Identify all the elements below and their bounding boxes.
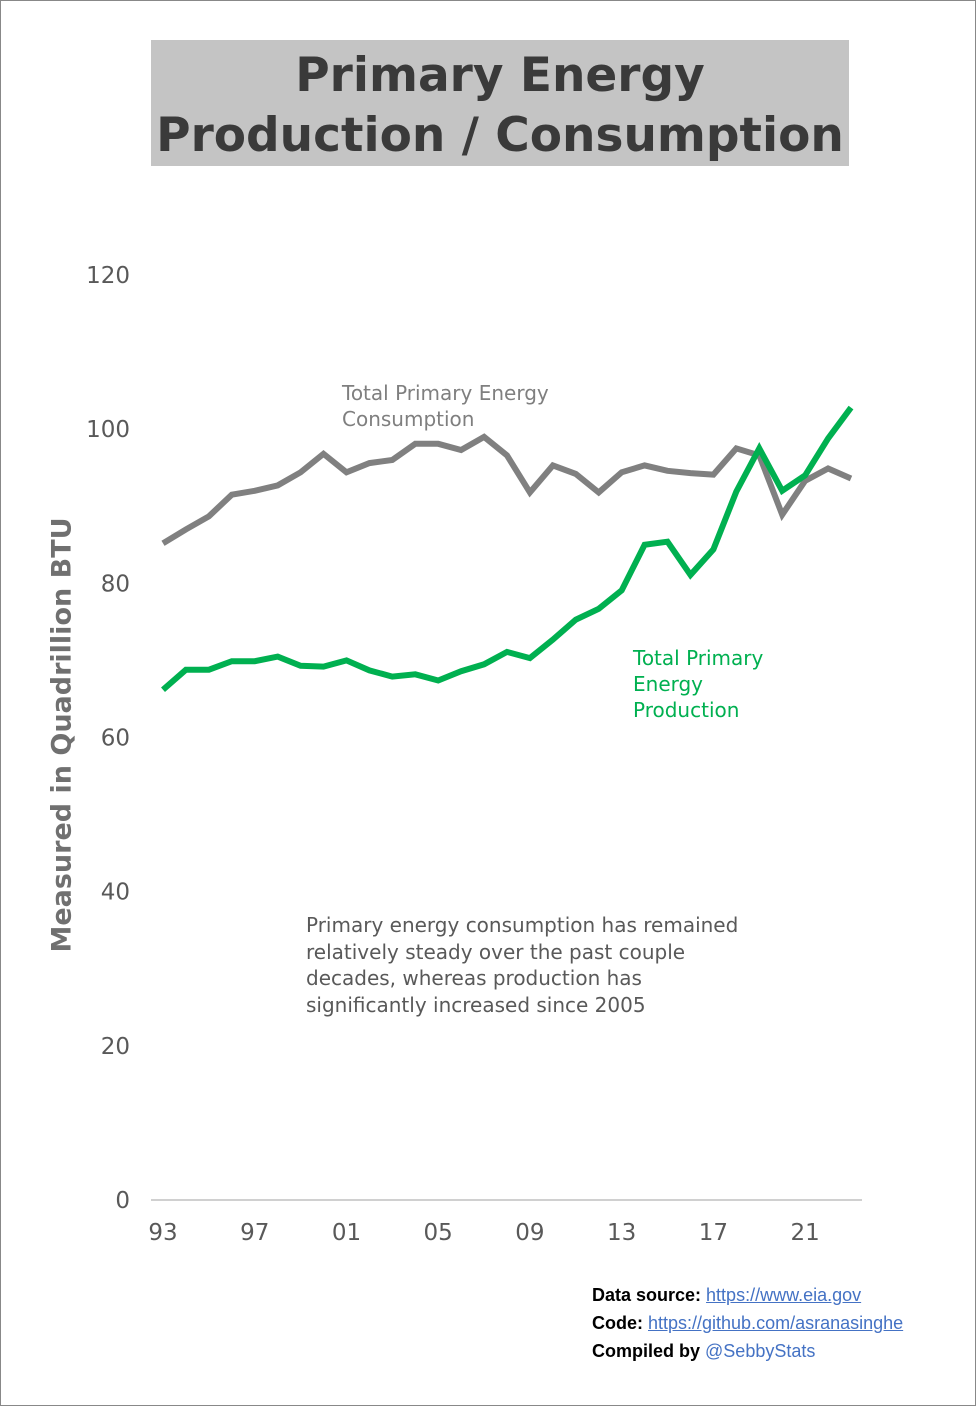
y-tick-label: 120 — [86, 263, 130, 289]
footer-compiled-row: Compiled by @SebbyStats — [592, 1337, 903, 1365]
footer: Data source: https://www.eia.gov Code: h… — [592, 1281, 903, 1365]
y-tick-label: 60 — [101, 726, 130, 752]
x-tick-label: 13 — [607, 1220, 636, 1246]
compiled-label: Compiled by — [592, 1341, 701, 1361]
x-tick-label: 05 — [424, 1220, 453, 1246]
y-tick-label: 40 — [101, 880, 130, 906]
production-series-label: Total Primary — [632, 646, 764, 670]
consumption-line — [161, 433, 853, 546]
compiled-handle[interactable]: @SebbyStats — [705, 1341, 816, 1361]
code-label: Code — [592, 1313, 637, 1333]
x-tick-label: 21 — [790, 1220, 819, 1246]
consumption-series-label: Consumption — [342, 407, 474, 431]
y-tick-label: 20 — [101, 1034, 130, 1060]
x-tick-label: 93 — [148, 1220, 177, 1246]
source-label: Data source — [592, 1285, 696, 1305]
consumption-series-label: Total Primary Energy — [341, 381, 549, 405]
title-box: Primary Energy Production / Consumption — [151, 40, 849, 166]
annotation-note: Primary energy consumption has remained … — [306, 913, 739, 1017]
footer-code-row: Code: https://github.com/asranasinghe — [592, 1313, 904, 1333]
source-link[interactable]: https://www.eia.gov — [706, 1285, 862, 1305]
chart-title: Primary Energy Production / Consumption — [156, 48, 844, 163]
x-tick-label: 97 — [240, 1220, 269, 1246]
y-tick-label: 100 — [86, 417, 130, 443]
production-line — [161, 405, 854, 692]
y-tick-label: 0 — [115, 1188, 130, 1214]
footer-source-row: Data source: https://www.eia.gov — [592, 1285, 862, 1305]
x-tick-label: 09 — [515, 1220, 544, 1246]
code-link[interactable]: https://github.com/asranasinghe — [648, 1313, 904, 1333]
production-series-label: Production — [633, 698, 739, 722]
production-series-label: Energy — [633, 672, 703, 696]
x-tick-label: 01 — [332, 1220, 361, 1246]
y-tick-label: 80 — [101, 571, 130, 597]
x-tick-label: 17 — [699, 1220, 728, 1246]
